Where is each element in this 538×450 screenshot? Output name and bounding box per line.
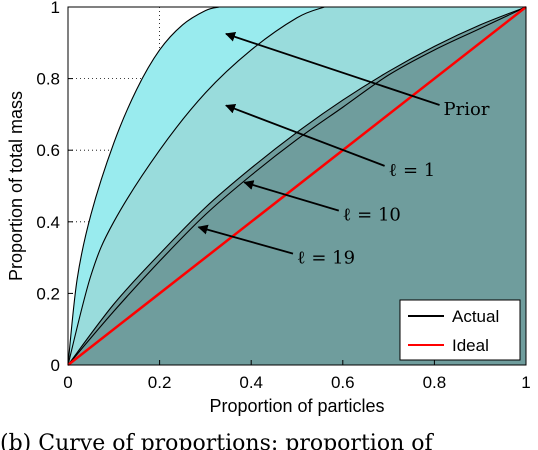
annotation-arrow-0 — [225, 31, 440, 106]
legend: Actual Ideal — [399, 299, 521, 361]
legend-label-actual: Actual — [452, 307, 499, 326]
y-tick-label-3: 0.6 — [36, 141, 60, 160]
y-tick-label-2: 0.4 — [36, 213, 60, 232]
axis-ticks: 0 0.2 0.4 0.6 0.8 1 0 0.2 0.4 0.6 0.8 1 — [36, 0, 530, 392]
ideal-line — [67, 6, 527, 366]
y-tick-label-4: 0.8 — [36, 70, 60, 89]
x-axis-label: Proportion of particles — [209, 396, 384, 416]
annotation-label-1: ℓ = 1 — [389, 160, 436, 181]
plot-frame — [67, 6, 527, 366]
x-tick-label-0: 0 — [63, 373, 72, 392]
annotation-label-2: ℓ = 10 — [343, 205, 401, 226]
series-line-3 — [68, 7, 526, 365]
y-axis-label: Proportion of total mass — [6, 91, 26, 281]
legend-box — [399, 299, 521, 361]
annotations: Prior ℓ = 1 ℓ = 10 ℓ = 19 — [197, 31, 490, 269]
annotation-label-0: Prior — [444, 99, 490, 120]
y-tick-label-0: 0 — [51, 356, 60, 375]
x-tick-label-5: 1 — [521, 373, 530, 392]
series-line-0 — [68, 7, 220, 365]
curves — [68, 7, 526, 365]
series-line-1 — [68, 7, 325, 365]
annotation-arrow-3 — [197, 224, 294, 255]
figure-caption: (b) Curve of proportions: proportion of — [0, 431, 434, 450]
annotation-label-3: ℓ = 19 — [297, 248, 355, 269]
y-tick-label-1: 0.2 — [36, 284, 60, 303]
y-tick-label-5: 1 — [51, 0, 60, 17]
x-tick-label-1: 0.2 — [148, 373, 172, 392]
legend-label-ideal: Ideal — [452, 336, 489, 355]
x-tick-label-2: 0.4 — [239, 373, 263, 392]
x-tick-label-4: 0.8 — [423, 373, 447, 392]
annotation-arrow-1 — [225, 103, 385, 167]
x-tick-label-3: 0.6 — [331, 373, 355, 392]
series-line-2 — [68, 7, 526, 365]
annotation-arrow-2 — [243, 180, 340, 212]
